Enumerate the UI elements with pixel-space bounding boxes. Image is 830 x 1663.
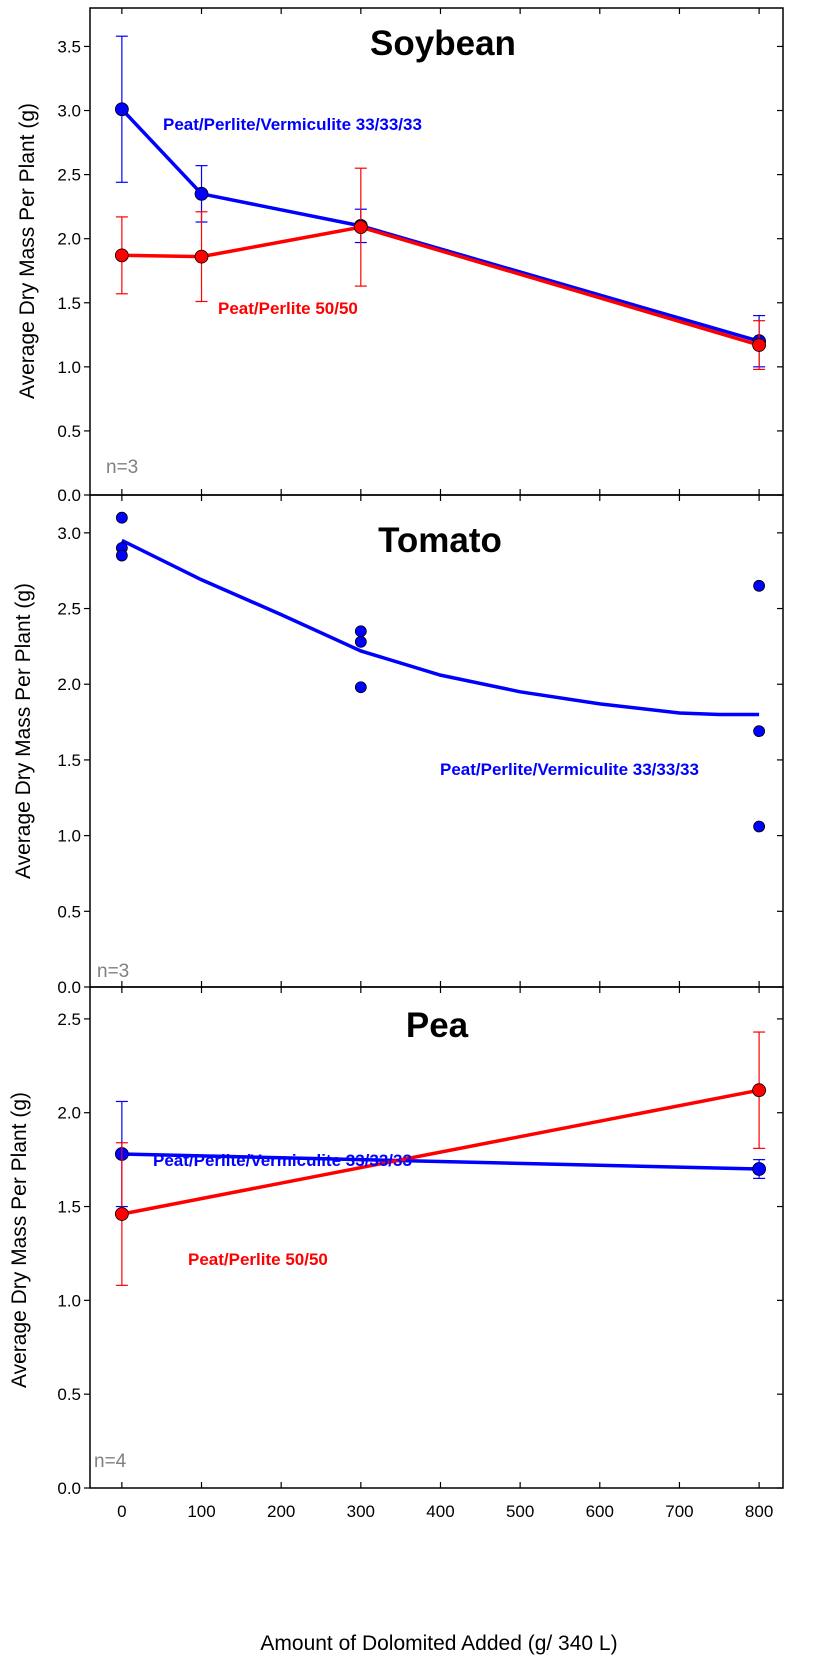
pea-ytick-label: 1.5 [57,1198,81,1217]
pea-plot-frame [89,986,784,1489]
soybean-ppv-point [114,102,129,117]
tomato-ytick-label: 2.0 [57,675,81,694]
soybean-plot-frame [89,7,784,496]
pea-ppv-point [752,1162,767,1176]
x-tick-label: 500 [506,1502,534,1521]
tomato-ytick-label: 1.5 [57,751,81,770]
pea-pp-point [114,1207,129,1221]
tomato-panel: 0.0 0.5 1.0 1.5 2.0 2.5 3.0 Tomato Peat/Perlit… [12,494,784,997]
x-axis-title: Amount of Dolomited Added (g/ 340 L) [260,1632,617,1655]
pea-pp-line [121,1088,760,1216]
tomato-n-label: n=3 [97,961,129,982]
soybean-title: Soybean [370,24,516,63]
tomato-ppv-point [753,725,766,738]
x-tick-label: 300 [347,1502,375,1521]
tomato-ytick-label: 0.0 [57,978,81,997]
tomato-label-ppv: Peat/Perlite/Vermiculite 33/33/33 [440,760,699,779]
pea-ytick-label: 0.5 [57,1385,81,1404]
tomato-ppv-point [115,549,128,562]
pea-title: Pea [406,1006,469,1045]
x-tick-label: 200 [267,1502,295,1521]
soybean-ytick-label: 1.0 [57,358,81,377]
soybean-panel: 0.0 0.5 1.0 1.5 2.0 2.5 3.0 3.5 Soybean Peat/Pe… [16,7,784,505]
x-tick-label: 0 [117,1502,126,1521]
soybean-ppv-point [194,186,209,201]
soybean-pp-point [114,248,129,263]
tomato-title: Tomato [378,521,502,560]
pea-n-label: n=4 [94,1451,127,1472]
x-tick-label: 600 [586,1502,614,1521]
soybean-label-pp: Peat/Perlite 50/50 [218,299,358,318]
tomato-y-axis-title: Average Dry Mass Per Plant (g) [12,583,35,879]
soybean-pp-point [752,338,767,352]
pea-label-pp: Peat/Perlite 50/50 [188,1250,328,1269]
soybean-ytick-label: 2.5 [57,166,81,185]
soybean-pp-line [121,225,760,347]
tomato-ytick-label: 1.0 [57,827,81,846]
x-tick-label: 100 [187,1502,215,1521]
tomato-plot-frame [89,494,784,988]
soybean-ytick-label: 3.0 [57,102,81,121]
tomato-ppv-point [753,579,766,592]
soybean-ytick-label: 2.0 [57,230,81,249]
x-tick-label: 700 [665,1502,693,1521]
soybean-ppv-line [120,108,760,343]
pea-y-axis-title: Average Dry Mass Per Plant (g) [8,1092,31,1388]
soybean-ytick-label: 0.0 [57,486,81,505]
soybean-n-label: n=3 [106,457,138,478]
tomato-ppv-point [354,625,367,638]
pea-ppv-line [121,1152,760,1171]
tomato-ppv-point [354,681,367,694]
soybean-ytick-label: 1.5 [57,294,81,313]
pea-ytick-label: 2.5 [57,1010,81,1029]
pea-pp-point [752,1083,767,1098]
soybean-ytick-label: 3.5 [57,37,81,56]
soybean-y-axis-title: Average Dry Mass Per Plant (g) [16,103,39,399]
pea-panel: 0.0 0.5 1.0 1.5 2.0 2.5 Pea Peat/Perlite/Verm… [8,986,784,1498]
soybean-pp-point [353,220,368,235]
x-tick-label: 400 [426,1502,454,1521]
tomato-ppv-point [354,635,367,648]
x-tick-label: 800 [745,1502,773,1521]
soybean-ytick-label: 0.5 [57,422,81,441]
pea-label-ppv: Peat/Perlite/Vermiculite 33/33/33 [153,1151,412,1170]
soybean-pp-point [194,249,209,264]
tomato-ytick-label: 0.5 [57,902,81,921]
tomato-ytick-label: 3.0 [57,524,81,543]
pea-ytick-label: 2.0 [57,1104,81,1123]
pea-ytick-label: 0.0 [57,1479,81,1498]
tomato-ppv-point [115,511,128,524]
tomato-ppv-fit-line [121,538,760,717]
pea-ytick-label: 1.0 [57,1291,81,1310]
tomato-ytick-label: 2.5 [57,600,81,619]
x-axis: 0 100 200 300 400 500 600 700 800 [117,1502,773,1521]
soybean-label-ppv: Peat/Perlite/Vermiculite 33/33/33 [163,115,422,134]
tomato-ppv-point [753,820,766,833]
